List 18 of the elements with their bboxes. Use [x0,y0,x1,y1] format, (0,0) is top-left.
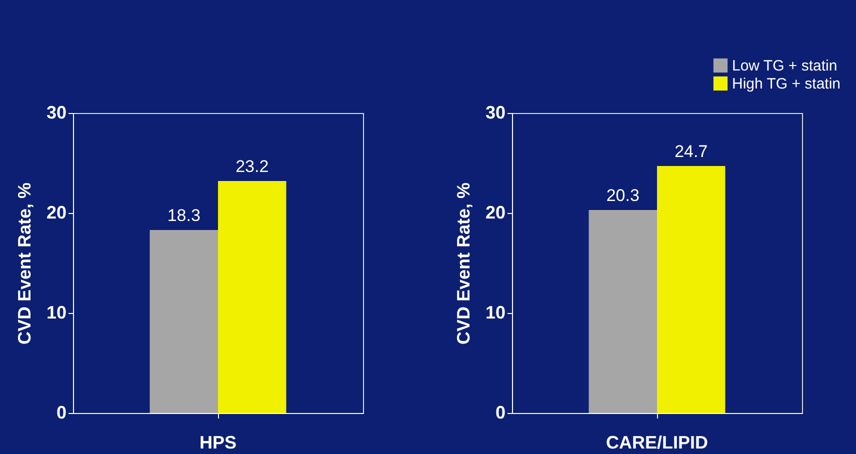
y-tick-label: 30 [485,102,506,122]
legend-label: Low TG + statin [732,58,838,74]
y-axis-title: CVD Event Rate, % [14,182,34,345]
y-tick-label: 10 [46,302,66,322]
legend-label: High TG + statin [732,76,841,92]
x-tick-label: CARE/LIPID [606,432,708,452]
x-tick-label: HPS [199,432,237,452]
y-tick-label: 20 [46,202,66,222]
data-label: 18.3 [167,206,200,225]
data-label: 23.2 [236,157,269,176]
y-axis-title: CVD Event Rate, % [453,182,474,345]
data-label: 20.3 [606,186,640,205]
y-tick-label: 0 [495,402,506,422]
y-tick-label: 20 [485,202,506,222]
data-label: 24.7 [674,142,708,161]
y-tick-label: 30 [46,102,66,122]
y-tick-label: 10 [485,302,506,322]
y-tick-label: 0 [56,402,66,422]
